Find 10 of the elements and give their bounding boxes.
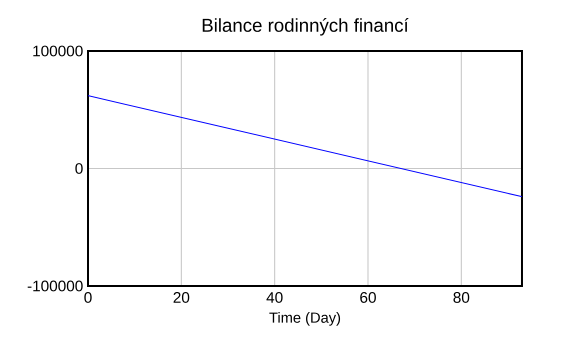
x-axis-title: Time (Day) xyxy=(269,312,340,326)
x-tick-label: 40 xyxy=(266,292,283,303)
y-tick-label: -100000 xyxy=(28,280,83,292)
x-tick-label: 60 xyxy=(360,292,376,303)
x-tick-label: 80 xyxy=(453,292,470,303)
y-tick-label: 0 xyxy=(75,163,83,174)
x-tick-label: 20 xyxy=(174,292,190,303)
chart-title: Bilance rodinných financí xyxy=(202,18,409,36)
y-tick-label: 100000 xyxy=(33,46,83,56)
x-tick-label: 0 xyxy=(84,292,92,303)
